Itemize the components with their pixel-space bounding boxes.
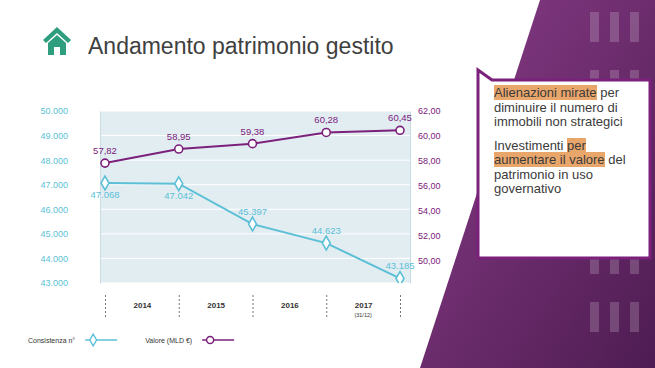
y2-tick: 54,00 [410, 206, 441, 216]
y-tick-label: 48.000 [40, 156, 68, 166]
y2-tick-label: 56,00 [418, 181, 441, 191]
callout-highlight: Alienazioni mirate [494, 85, 597, 100]
callout-paragraph: Alienazioni mirate per diminuire il nume… [494, 86, 626, 130]
legend-swatch-marker [207, 336, 214, 343]
data-label: 59,38 [241, 126, 265, 137]
callout-text: Alienazioni mirate per diminuire il nume… [494, 86, 626, 206]
home-icon-body [48, 35, 66, 55]
callout-box [478, 70, 650, 258]
grid [100, 111, 410, 283]
x-tick-label: 2014 [133, 301, 151, 310]
series-marker [175, 177, 183, 191]
data-label: 43.185 [385, 260, 414, 271]
y2-tick-label: 54,00 [418, 206, 441, 216]
legend-swatch-marker [90, 334, 97, 346]
series-marker [249, 217, 257, 231]
y-tick-label: 50.000 [40, 106, 68, 116]
y2-tick: 58,00 [410, 156, 441, 166]
data-label: 44.623 [312, 225, 341, 236]
x-tick: 2014 [133, 295, 179, 317]
x-tick-mark [253, 295, 254, 317]
y2-tick: 60,00 [410, 131, 441, 141]
x-tick-mark [326, 295, 327, 317]
y2-tick-label: 60,00 [418, 131, 441, 141]
y-tick-label: 45.000 [40, 229, 68, 239]
data-label: 58,95 [167, 131, 191, 142]
x-tick-mark [400, 295, 401, 317]
data-label: 47.068 [90, 189, 119, 200]
y2-axis: 50,00 52,00 54,00 56,00 58,00 60,00 62,00 [410, 106, 441, 283]
series-marker [101, 176, 109, 190]
legend-label: Valore (MLD €) [145, 337, 192, 345]
y2-tick: 56,00 [410, 181, 441, 191]
data-label: 60,45 [388, 112, 412, 123]
y-tick: 45.000 [40, 229, 100, 239]
x-tick: 2016 [281, 295, 327, 317]
y2-tick: 62,00 [410, 106, 441, 116]
y-tick: 46.000 [40, 205, 100, 215]
chart-container: Andamento patrimonio gestito 43.000 44.000… [0, 0, 655, 368]
y-tick-label: 49.000 [40, 131, 68, 141]
y-tick: 50.000 [40, 106, 100, 116]
x-tick-mark [179, 295, 180, 317]
x-tick-label: 2017 [355, 301, 373, 310]
y2-tick: 52,00 [410, 231, 441, 241]
side-band [420, 0, 655, 368]
x-axis: 2014 2015 2016 2017 [106, 295, 401, 317]
legend-label: Consistenza n° [28, 337, 75, 344]
grid-line [100, 258, 410, 259]
grid-line [100, 283, 410, 284]
callout-paragraph: Investimenti per aumentare il valore del… [494, 139, 626, 197]
x-tick: 2017 [355, 295, 401, 317]
side-band-window [630, 302, 639, 332]
y2-tick-label: 50,00 [418, 256, 441, 266]
series-marker [396, 272, 404, 283]
plot-background [100, 111, 410, 283]
callout-span: Investimenti [494, 138, 567, 153]
home-icon [43, 27, 71, 55]
y-tick: 43.000 [40, 278, 100, 288]
grid-line [100, 160, 410, 161]
x-tick [105, 295, 106, 317]
side-band-window [610, 12, 619, 42]
series-marker [322, 128, 330, 136]
data-label: 47.042 [164, 190, 193, 201]
series-marker [249, 140, 257, 148]
y-tick: 48.000 [40, 156, 100, 166]
series-marker [396, 126, 404, 134]
series-marker [175, 145, 183, 153]
data-label: 57,82 [93, 145, 117, 156]
plot-marks [101, 126, 404, 283]
title: Andamento patrimonio gestito [88, 33, 394, 59]
legend: Consistenza n° Valore (MLD €) [28, 334, 234, 346]
series-line [105, 183, 400, 278]
y-tick: 44.000 [40, 254, 100, 264]
y-tick-label: 43.000 [40, 278, 68, 288]
side-band-window [590, 302, 599, 332]
y-tick-label: 47.000 [40, 180, 68, 190]
series-marker [322, 236, 330, 250]
y-tick: 49.000 [40, 131, 100, 141]
grid-line [100, 111, 410, 112]
x-tick-label: 2015 [207, 301, 225, 310]
y2-axis-line [410, 112, 411, 284]
data-label: 45.397 [238, 206, 267, 217]
x-tick-mark [105, 295, 106, 317]
y2-tick: 50,00 [410, 256, 441, 266]
side-band-window [610, 302, 619, 332]
data-label: 60,28 [314, 114, 338, 125]
x-tick: 2015 [207, 295, 253, 317]
series-marker [101, 159, 109, 167]
grid-line [100, 233, 410, 234]
y2-tick-label: 62,00 [418, 106, 441, 116]
side-band-window [590, 12, 599, 42]
y-tick-label: 46.000 [40, 205, 68, 215]
side-band-window [630, 12, 639, 42]
x-tick-label: 2016 [281, 301, 299, 310]
data-labels: 47.068 47.042 45.397 44.623 43.185 57,82 58,95… [90, 112, 414, 271]
y-tick-label: 44.000 [40, 254, 68, 264]
y2-tick-label: 58,00 [418, 156, 441, 166]
x-annotation: (31/12) [354, 312, 372, 318]
y2-tick-label: 52,00 [418, 231, 441, 241]
